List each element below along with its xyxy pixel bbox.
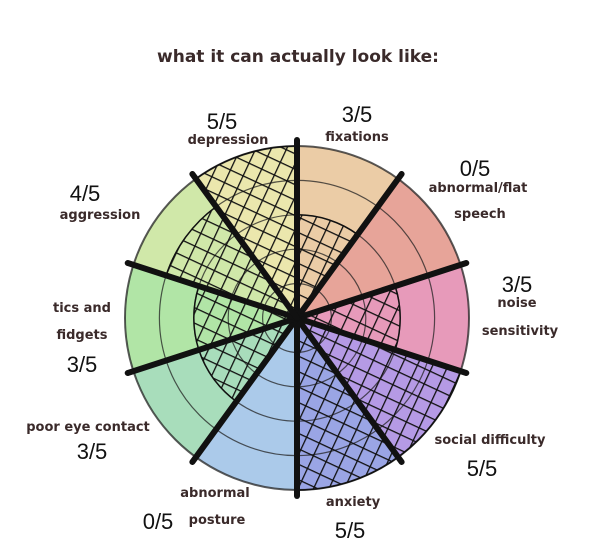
separator [294, 170, 405, 321]
score-label: 3/5 [502, 272, 533, 297]
separator [189, 170, 300, 321]
chart-title: what it can actually look like: [157, 47, 439, 67]
score-label: 5/5 [207, 109, 238, 134]
score-label: 0/5 [460, 156, 491, 181]
wedge [297, 178, 461, 318]
separator [294, 315, 405, 466]
category-label: poor eye contact [26, 420, 150, 435]
score-label: 3/5 [77, 439, 108, 464]
category-label: fixations [325, 130, 389, 145]
category-label: tics and [53, 301, 111, 316]
category-label: abnormal [180, 486, 249, 501]
score-label: 3/5 [67, 352, 98, 377]
category-label: fidgets [56, 328, 107, 343]
category-label: posture [189, 513, 246, 528]
category-label: noise [497, 296, 536, 311]
separator [189, 315, 300, 466]
wedge [195, 318, 297, 490]
category-label: social difficulty [435, 433, 546, 448]
category-label: anxiety [326, 495, 381, 510]
score-hatch [194, 145, 298, 321]
score-label: 0/5 [143, 509, 174, 534]
score-hatch [296, 315, 400, 491]
score-label: 5/5 [335, 518, 366, 543]
separator [124, 315, 300, 377]
score-hatch [295, 316, 462, 459]
score-label: 3/5 [342, 102, 373, 127]
category-label: sensitivity [482, 324, 559, 339]
score-label: 5/5 [467, 456, 498, 481]
score-label: 4/5 [70, 181, 101, 206]
category-label: abnormal/flat [429, 181, 528, 196]
separator [294, 315, 470, 377]
category-label: speech [454, 207, 506, 222]
category-label: aggression [60, 208, 141, 223]
separator [124, 259, 300, 321]
category-label: depression [188, 133, 269, 148]
separator [294, 259, 470, 321]
